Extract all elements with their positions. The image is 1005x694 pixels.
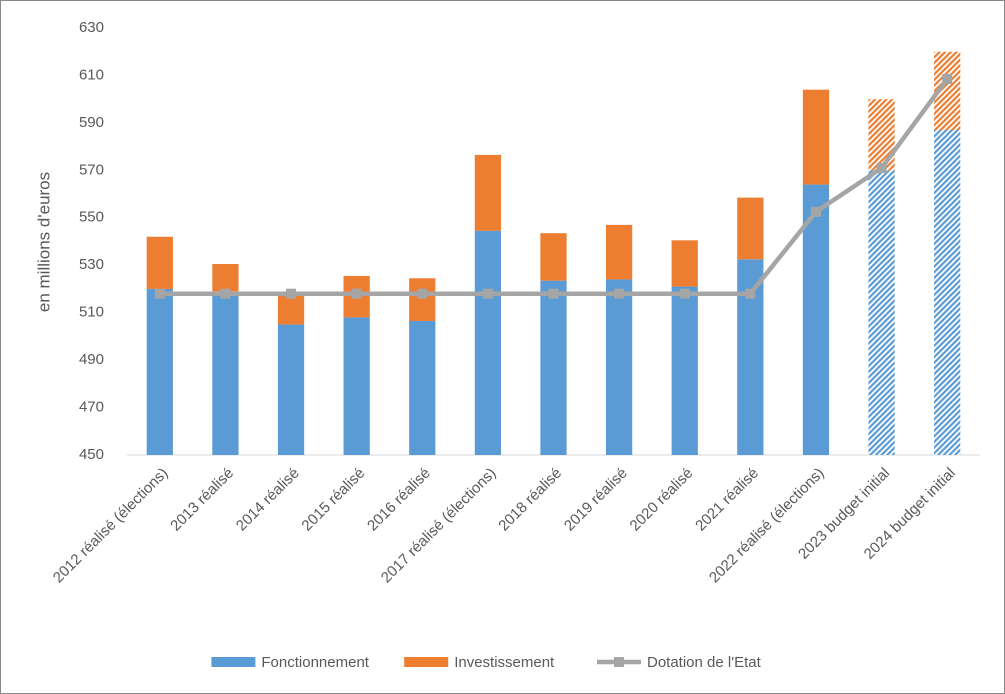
bar bbox=[605, 224, 633, 280]
bar bbox=[474, 230, 502, 455]
bar bbox=[605, 279, 633, 455]
y-tick-label: 570 bbox=[79, 161, 104, 178]
y-axis-label: en millions d'euros bbox=[34, 172, 53, 312]
bar bbox=[343, 317, 370, 455]
line-marker bbox=[614, 288, 625, 299]
line-marker bbox=[154, 288, 165, 299]
legend-label: Dotation de l'Etat bbox=[647, 654, 762, 671]
y-tick-label: 590 bbox=[79, 114, 104, 131]
legend-swatch-marker bbox=[614, 657, 624, 667]
line-marker bbox=[810, 206, 821, 217]
bar bbox=[868, 170, 895, 456]
line-marker bbox=[482, 288, 493, 299]
bar bbox=[212, 291, 239, 455]
bar bbox=[277, 293, 305, 325]
line-marker bbox=[417, 288, 428, 299]
legend-label: Investissement bbox=[454, 654, 555, 671]
y-tick-label: 450 bbox=[79, 446, 104, 463]
bar bbox=[737, 259, 764, 455]
y-tick-label: 470 bbox=[79, 399, 104, 416]
line-marker bbox=[679, 288, 690, 299]
bar bbox=[737, 197, 764, 260]
y-tick-label: 610 bbox=[79, 66, 104, 83]
bar bbox=[802, 184, 830, 456]
bar bbox=[146, 288, 173, 455]
bar bbox=[540, 280, 567, 455]
legend-swatch bbox=[211, 657, 256, 667]
bar bbox=[802, 89, 830, 185]
line-marker bbox=[745, 288, 756, 299]
bar bbox=[671, 286, 698, 455]
y-tick-label: 530 bbox=[79, 256, 104, 273]
legend-label: Fonctionnement bbox=[261, 654, 369, 671]
line-marker bbox=[351, 288, 362, 299]
bar bbox=[474, 154, 502, 231]
bar bbox=[934, 130, 961, 455]
bar bbox=[540, 233, 567, 281]
legend-swatch bbox=[404, 657, 449, 667]
y-tick-label: 490 bbox=[79, 351, 104, 368]
line-marker bbox=[286, 288, 297, 299]
y-tick-label: 510 bbox=[79, 304, 104, 321]
y-tick-label: 630 bbox=[79, 19, 104, 36]
line-marker bbox=[220, 288, 231, 299]
bar bbox=[277, 324, 305, 455]
line-marker bbox=[876, 162, 887, 173]
bar bbox=[409, 320, 436, 455]
bar bbox=[671, 240, 698, 287]
bar bbox=[146, 236, 173, 289]
bar bbox=[212, 264, 239, 292]
line-marker bbox=[942, 74, 953, 85]
y-tick-label: 550 bbox=[79, 209, 104, 226]
bar bbox=[409, 278, 436, 321]
bar bbox=[868, 99, 895, 171]
line-marker bbox=[548, 288, 559, 299]
